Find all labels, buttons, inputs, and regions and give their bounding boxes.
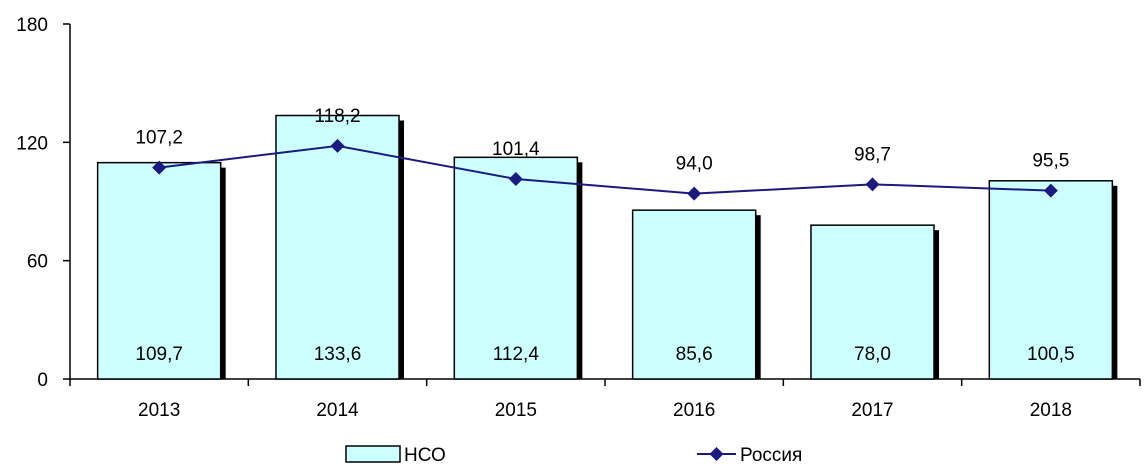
legend-marker-russia — [709, 447, 724, 461]
bar-nso — [275, 114, 400, 380]
x-tick-label: 2016 — [673, 400, 715, 421]
x-tick-label: 2015 — [495, 400, 537, 421]
line-value-label: 95,5 — [1032, 151, 1069, 172]
y-axis: 0 60 120 180 — [16, 15, 71, 391]
line-value-label: 94,0 — [676, 154, 713, 175]
x-tick-label: 2017 — [851, 400, 893, 421]
x-axis: 2013 2014 2015 2016 2017 2018 — [69, 378, 1141, 421]
line-point-russia — [1043, 183, 1058, 198]
y-tick-label: 60 — [27, 252, 48, 273]
x-tick-label: 2018 — [1030, 400, 1072, 421]
bar-nso — [453, 156, 579, 380]
line-point-russia — [508, 172, 523, 187]
bar-nso — [96, 161, 222, 380]
line-value-label: 107,2 — [135, 128, 183, 149]
line-value-label: 118,2 — [314, 106, 360, 127]
bar-value-label: 133,6 — [314, 344, 362, 365]
bar-nso — [631, 209, 757, 380]
line-value-label: 101,4 — [492, 139, 540, 160]
bar-nso — [988, 180, 1114, 380]
line-value-label: 98,7 — [854, 144, 891, 165]
line-point-russia — [687, 186, 702, 201]
line-point-russia — [330, 138, 345, 153]
legend-label-nso: НСО — [404, 445, 446, 466]
line-path-russia — [159, 144, 1051, 195]
y-tick-label: 120 — [16, 133, 48, 154]
y-tick-label: 180 — [16, 15, 48, 36]
y-tick-label: 0 — [37, 370, 48, 391]
bar-value-label: 109,7 — [135, 344, 183, 365]
line-point-russia — [865, 177, 880, 192]
bar-series-nso: 109,7 133,6 112,4 85,6 78,0 100,5 — [96, 114, 1118, 380]
bar-value-label: 100,5 — [1027, 344, 1075, 365]
bar-value-label: 78,0 — [854, 344, 891, 365]
line-point-russia — [152, 160, 167, 175]
x-tick-label: 2013 — [138, 400, 180, 421]
line-series-russia: 107,2 118,2 101,4 94,0 98,7 95,5 — [135, 106, 1069, 201]
x-tick-label: 2014 — [316, 400, 359, 421]
legend-label-russia: Россия — [740, 445, 802, 466]
bar-value-label: 85,6 — [676, 344, 713, 365]
legend: НСО Россия — [345, 445, 802, 466]
bar-value-label: 112,4 — [493, 344, 540, 365]
legend-swatch-nso — [345, 445, 401, 463]
bar-nso — [810, 224, 935, 380]
